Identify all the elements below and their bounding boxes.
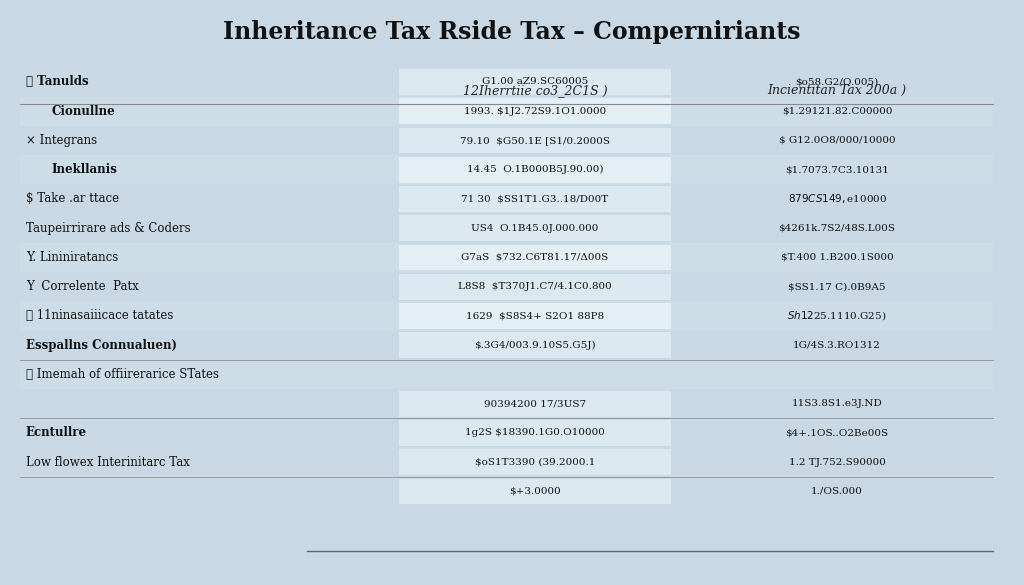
Text: $4+.1OS..O2Be00S: $4+.1OS..O2Be00S (785, 428, 889, 438)
Text: Cionullne: Cionullne (51, 105, 115, 118)
Text: 1g2S $18390.1G0.O10000: 1g2S $18390.1G0.O10000 (465, 428, 605, 438)
FancyBboxPatch shape (20, 360, 993, 389)
Text: 71 30  $SS1T1.G3..18/D00T: 71 30 $SS1T1.G3..18/D00T (462, 194, 608, 204)
FancyBboxPatch shape (20, 301, 993, 331)
Text: Y. Lininiratancs: Y. Lininiratancs (26, 251, 118, 264)
Text: 11S3.8S1.e3J.ND: 11S3.8S1.e3J.ND (792, 399, 883, 408)
Text: $Sh12$25.1110.G25): $Sh12$25.1110.G25) (787, 309, 887, 322)
Text: 14.45  O.1B000B5J.90.00): 14.45 O.1B000B5J.90.00) (467, 165, 603, 174)
Text: $4261k.7S2/48S.L00S: $4261k.7S2/48S.L00S (778, 223, 896, 233)
Text: US4  O.1B45.0J.000.000: US4 O.1B45.0J.000.000 (471, 223, 599, 233)
Text: $ Take .ar ttace: $ Take .ar ttace (26, 192, 119, 205)
Text: $+3.0000: $+3.0000 (509, 487, 561, 496)
Text: 1993. $1J2.72S9.1O1.0000: 1993. $1J2.72S9.1O1.0000 (464, 106, 606, 116)
Text: 79.10  $G50.1E [S1/0.2000S: 79.10 $G50.1E [S1/0.2000S (460, 136, 610, 145)
Text: Ecntullre: Ecntullre (26, 426, 87, 439)
FancyBboxPatch shape (20, 243, 993, 272)
FancyBboxPatch shape (399, 245, 671, 270)
FancyBboxPatch shape (399, 128, 671, 153)
Text: Inekllanis: Inekllanis (51, 163, 117, 176)
FancyBboxPatch shape (399, 186, 671, 212)
FancyBboxPatch shape (399, 391, 671, 417)
Text: 1629  $S8S4+ S2O1 88P8: 1629 $S8S4+ S2O1 88P8 (466, 311, 604, 321)
Text: 12Iherrtiie co3_2C1S ): 12Iherrtiie co3_2C1S ) (463, 84, 607, 97)
Text: $oS1T3390 (39.2000.1: $oS1T3390 (39.2000.1 (475, 457, 595, 467)
Text: 1./OS.000: 1./OS.000 (811, 487, 863, 496)
Text: $.3G4/003.9.10S5.G5J): $.3G4/003.9.10S5.G5J) (474, 340, 596, 350)
FancyBboxPatch shape (399, 157, 671, 183)
FancyBboxPatch shape (399, 215, 671, 241)
Text: $ G12.0O8/000/10000: $ G12.0O8/000/10000 (779, 136, 895, 145)
FancyBboxPatch shape (20, 97, 993, 126)
FancyBboxPatch shape (399, 303, 671, 329)
FancyBboxPatch shape (399, 98, 671, 124)
FancyBboxPatch shape (399, 274, 671, 300)
Text: $T.400 1.B200.1S000: $T.400 1.B200.1S000 (780, 253, 894, 262)
Text: G7aS  $732.C6T81.17/Δ00S: G7aS $732.C6T81.17/Δ00S (462, 253, 608, 262)
Text: 1G/4S.3.RO1312: 1G/4S.3.RO1312 (794, 340, 881, 350)
Text: $1.7073.7C3.10131: $1.7073.7C3.10131 (785, 165, 889, 174)
Text: Taupeirrirare ads & Coders: Taupeirrirare ads & Coders (26, 222, 190, 235)
FancyBboxPatch shape (399, 69, 671, 95)
FancyBboxPatch shape (399, 420, 671, 446)
Text: 1.2 TJ.752.S90000: 1.2 TJ.752.S90000 (788, 457, 886, 467)
Text: ✓ 11ninasaiiicace tatates: ✓ 11ninasaiiicace tatates (26, 309, 173, 322)
Text: ✓ Imemah of offiirerarice STates: ✓ Imemah of offiirerarice STates (26, 368, 218, 381)
Text: G1.00 aZ9.SC60005: G1.00 aZ9.SC60005 (482, 77, 588, 87)
Text: L8S8  $T370J1.C7/4.1C0.800: L8S8 $T370J1.C7/4.1C0.800 (458, 282, 612, 291)
Text: $o58.G2/Q.005): $o58.G2/Q.005) (796, 77, 879, 87)
Text: ✓ Tanulds: ✓ Tanulds (26, 75, 88, 88)
Text: Low flowex Interinitarc Tax: Low flowex Interinitarc Tax (26, 456, 189, 469)
Text: $1.29121.82.C00000: $1.29121.82.C00000 (782, 106, 892, 116)
Text: Esspallns Connualuen): Esspallns Connualuen) (26, 339, 176, 352)
FancyBboxPatch shape (399, 479, 671, 504)
Text: Incientitan Tax 200a ): Incientitan Tax 200a ) (768, 84, 906, 97)
Text: 90394200 17/3US7: 90394200 17/3US7 (484, 399, 586, 408)
Text: × Integrans: × Integrans (26, 134, 96, 147)
Text: $SS1.17 C).0B9A5: $SS1.17 C).0B9A5 (788, 282, 886, 291)
FancyBboxPatch shape (20, 155, 993, 184)
Text: Inheritance Tax Rside Tax – Comperniriants: Inheritance Tax Rside Tax – Compernirian… (223, 20, 801, 44)
Text: Y  Correlente  Patx: Y Correlente Patx (26, 280, 138, 293)
Text: $8 79CS149, $e10000: $8 79CS149, $e10000 (787, 192, 887, 205)
FancyBboxPatch shape (399, 449, 671, 475)
FancyBboxPatch shape (399, 332, 671, 358)
